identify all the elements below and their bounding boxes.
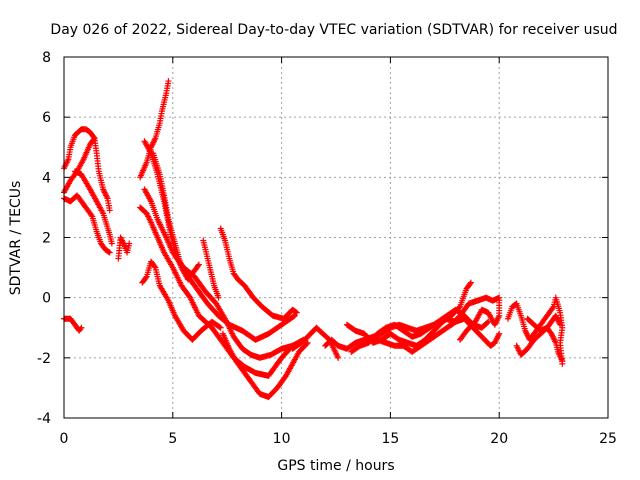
data-point: [457, 336, 464, 343]
data-point: [195, 261, 202, 268]
series-track-14: [217, 225, 300, 322]
data-point: [549, 304, 556, 311]
y-tick-label: 2: [42, 231, 51, 247]
data-point: [106, 207, 113, 214]
data-point: [293, 309, 300, 316]
data-point: [216, 324, 223, 331]
x-tick-label: 20: [490, 431, 508, 447]
series-track-05: [61, 315, 85, 334]
data-point: [165, 78, 172, 85]
series-track-06: [115, 234, 133, 262]
y-tick-label: -4: [37, 411, 51, 427]
data-point: [335, 354, 342, 361]
chart-title: Day 026 of 2022, Sidereal Day-to-day VTE…: [50, 22, 617, 38]
y-tick-labels: -4 -2 0 2 4 6 8: [37, 50, 51, 427]
y-tick-label: 0: [42, 291, 51, 307]
data-point: [557, 321, 564, 328]
data-point: [142, 274, 149, 281]
series-track-24: [524, 315, 566, 364]
data-point: [106, 249, 113, 256]
data-point: [304, 339, 311, 346]
data-point: [151, 263, 158, 270]
x-tick-labels: 0 5 10 15 20 25: [60, 431, 617, 447]
axis-ticks: [63, 56, 609, 419]
series-track-01: [61, 192, 113, 256]
x-tick-label: 5: [168, 431, 177, 447]
y-tick-label: 4: [42, 170, 51, 186]
data-point: [559, 357, 566, 364]
x-tick-label: 10: [273, 431, 291, 447]
series-track-12: [139, 258, 224, 343]
x-tick-label: 25: [599, 431, 617, 447]
data-point: [467, 280, 474, 287]
data-point: [108, 240, 115, 247]
data-point: [467, 279, 474, 286]
data-point: [484, 319, 491, 326]
data-point: [292, 309, 299, 316]
data-point: [496, 330, 503, 337]
data-point: [290, 313, 297, 320]
data-point: [88, 212, 95, 219]
data-point: [105, 248, 112, 255]
series-track-04: [71, 168, 115, 247]
y-axis-label: SDTVAR / TECUs: [8, 181, 24, 296]
data-point: [126, 240, 133, 247]
series-track-20: [374, 315, 503, 355]
x-axis-label: GPS time / hours: [277, 458, 394, 474]
data-point: [303, 340, 310, 347]
series-track-21: [448, 294, 503, 343]
series-track-13: [200, 237, 222, 301]
y-tick-label: 6: [42, 110, 51, 126]
data-point: [215, 294, 222, 301]
y-tick-label: -2: [37, 351, 51, 367]
data-point: [90, 136, 97, 143]
data-point: [195, 262, 202, 269]
series-track-15: [219, 330, 311, 400]
y-tick-label: 8: [42, 50, 51, 66]
data-point: [217, 324, 224, 331]
data-point: [457, 335, 464, 342]
data-point: [78, 324, 85, 331]
series-track-22: [504, 294, 566, 367]
series-track-11: [150, 150, 202, 283]
data-points: [61, 78, 566, 400]
x-tick-label: 0: [60, 431, 69, 447]
x-tick-label: 15: [381, 431, 399, 447]
